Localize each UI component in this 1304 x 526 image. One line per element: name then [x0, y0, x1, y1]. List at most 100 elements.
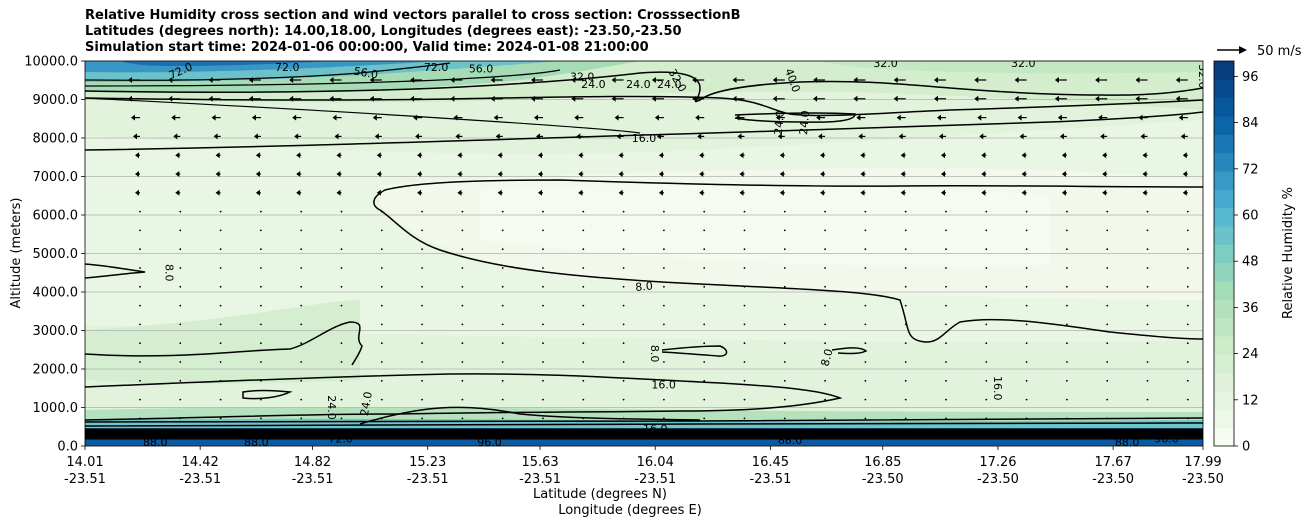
quiver-key-label: 50 m/s	[1257, 44, 1302, 59]
field-upper-right	[820, 61, 1203, 74]
wind-vector	[985, 323, 988, 326]
wind-vector	[1066, 267, 1068, 269]
wind-vector	[582, 342, 585, 345]
wind-vector	[542, 323, 544, 326]
wind-vector	[1106, 248, 1109, 251]
wind-vector-head	[1175, 95, 1180, 102]
wind-vector-head	[974, 77, 979, 83]
wind-vector-head	[531, 77, 535, 83]
colorbar-swatch	[1214, 299, 1234, 319]
contour-label: 32.0	[1196, 64, 1209, 89]
wind-vector-head	[410, 77, 415, 83]
wind-vector-head	[1175, 77, 1180, 83]
wind-vector	[179, 342, 182, 345]
y-tick-label: 6000.0	[33, 209, 79, 224]
wind-vector	[260, 229, 262, 232]
wind-vector-head	[858, 133, 863, 140]
wind-vector	[340, 304, 343, 307]
wind-vector	[461, 361, 464, 363]
colorbar-tick-label: 96	[1242, 70, 1259, 85]
wind-vector	[945, 379, 947, 382]
wind-vector	[1146, 379, 1149, 382]
wind-vector	[542, 342, 544, 345]
wind-vector	[904, 248, 907, 251]
contour-label: 32.0	[873, 57, 898, 70]
wind-vector-head	[536, 133, 540, 140]
x-tick-lat: 15.63	[521, 455, 558, 470]
wind-vector	[260, 455, 262, 457]
wind-vector-head	[1021, 152, 1026, 159]
wind-vector	[501, 285, 504, 288]
wind-vector-head	[1059, 133, 1064, 140]
wind-vector	[1106, 436, 1109, 439]
wind-vector-head	[934, 95, 938, 102]
contour-label: 24.0	[581, 78, 606, 91]
contour-label: 16.0	[991, 376, 1004, 401]
wind-vector	[783, 361, 786, 363]
wind-vector	[1025, 436, 1028, 439]
wind-vector	[1025, 285, 1028, 288]
wind-vector	[945, 417, 947, 420]
wind-vector	[743, 304, 746, 307]
wind-vector	[663, 361, 665, 363]
x-tick-lat: 17.99	[1184, 455, 1221, 470]
contour-line	[85, 69, 561, 87]
wind-vector	[1106, 417, 1109, 420]
wind-vector	[743, 285, 746, 288]
colorbar-swatch	[1214, 189, 1234, 209]
contour-label: 8.0	[162, 264, 175, 282]
wind-vector	[663, 248, 665, 251]
wind-vector	[703, 398, 706, 401]
wind-vector	[945, 398, 947, 401]
wind-vector	[1186, 210, 1189, 213]
title-line-1: Relative Humidity cross section and wind…	[85, 8, 741, 23]
wind-vector-head	[248, 77, 253, 83]
wind-vector-head	[334, 133, 339, 140]
contour-label: 32.0	[1011, 57, 1036, 70]
wind-vector	[703, 267, 706, 269]
wind-vector	[421, 342, 423, 345]
wind-vector-head	[450, 95, 455, 102]
colorbar: 0 12 24 36 48 60 72 84 96	[1213, 60, 1259, 455]
wind-vector	[1186, 398, 1189, 401]
x-tick-lon: -23.51	[407, 472, 449, 487]
wind-vector-head	[934, 77, 938, 83]
wind-vector	[743, 323, 746, 326]
wind-vector	[380, 267, 383, 269]
wind-vector-head	[336, 189, 341, 196]
wind-vector	[1025, 267, 1028, 269]
wind-vector	[139, 248, 141, 251]
wind-vector-head	[813, 95, 818, 102]
wind-vector-head	[813, 77, 818, 83]
wind-vector	[421, 417, 423, 420]
wind-vector-head	[213, 133, 218, 140]
wind-vector	[461, 436, 464, 439]
wind-vector-head	[453, 114, 458, 121]
colorbar-swatch	[1214, 61, 1234, 80]
x-tick-lat: 16.85	[864, 455, 901, 470]
wind-vector	[1025, 379, 1028, 382]
field-upper-band-4	[120, 61, 330, 66]
wind-vector-head	[732, 77, 737, 83]
wind-vector-head	[656, 133, 661, 140]
colorbar-swatch	[1214, 372, 1234, 392]
wind-vector	[703, 436, 706, 439]
wind-vector	[542, 229, 544, 232]
wind-vector	[703, 455, 705, 457]
wind-vector	[703, 285, 706, 288]
wind-vector	[380, 361, 383, 363]
wind-vector-head	[455, 133, 460, 140]
wind-vector	[179, 417, 182, 420]
contour-label: 88.0	[244, 436, 269, 449]
wind-vector	[905, 455, 907, 457]
wind-vector	[139, 455, 141, 457]
wind-vector-head	[692, 77, 697, 83]
wind-vector	[743, 379, 746, 382]
contour-line	[359, 406, 701, 425]
wind-vector-head	[1017, 114, 1022, 121]
wind-vector	[622, 323, 625, 326]
wind-vector-head	[497, 189, 502, 196]
wind-vector	[219, 267, 222, 269]
wind-vector	[219, 436, 222, 439]
wind-vector-head	[896, 114, 901, 121]
